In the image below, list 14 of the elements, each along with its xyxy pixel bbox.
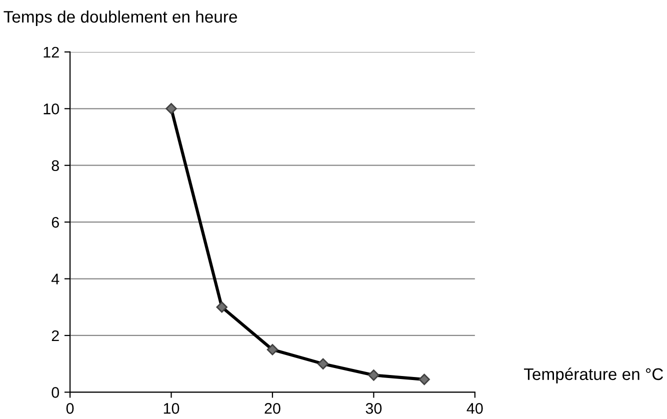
x-axis-title: Température en °C	[524, 368, 664, 384]
x-tick-label: 30	[366, 403, 382, 414]
x-tick-label: 20	[264, 403, 280, 414]
y-tick-label: 10	[44, 104, 60, 114]
y-tick-label: 0	[52, 387, 60, 398]
y-axis-title: Temps de doublement en heure	[4, 10, 238, 26]
y-tick-label: 4	[51, 274, 60, 284]
y-tick-label: 2	[52, 330, 59, 342]
x-tick-label: 0	[66, 403, 74, 414]
y-tick-label: 12	[44, 46, 59, 58]
x-tick-label: 40	[466, 403, 483, 414]
y-tick-label: 8	[52, 160, 59, 172]
x-tick-label: 10	[164, 403, 180, 414]
y-tick-label: 6	[52, 216, 59, 228]
